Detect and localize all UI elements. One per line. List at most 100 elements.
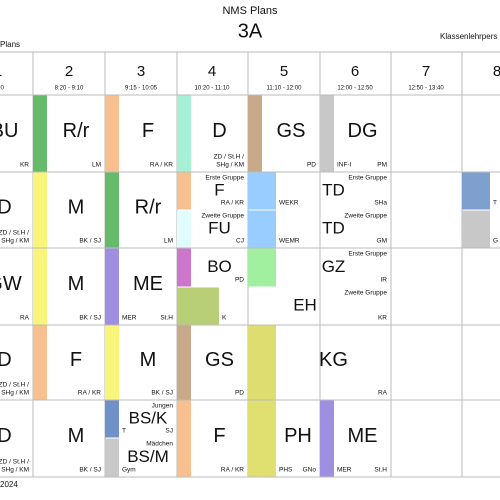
subject: BU xyxy=(0,120,18,142)
subject: DG xyxy=(348,120,378,142)
room: Gym xyxy=(122,467,136,474)
subject: EH xyxy=(293,295,317,314)
subject-color xyxy=(248,95,262,172)
subject: TD xyxy=(322,180,345,199)
teacher: RA / KR xyxy=(78,390,101,397)
subject: GZ xyxy=(322,257,346,276)
period-time: 11:10 - 12:00 xyxy=(267,86,303,92)
teacher: SJ xyxy=(165,428,173,435)
room: INF-I xyxy=(337,162,352,169)
subject-color xyxy=(320,400,334,477)
teacher: KR xyxy=(378,315,387,322)
teacher: PD xyxy=(235,277,244,284)
subject: F xyxy=(70,349,82,371)
class-name: 3A xyxy=(238,20,263,42)
subject-color xyxy=(248,172,276,210)
subject-color xyxy=(33,325,47,400)
teacher: CJ xyxy=(236,238,244,245)
subject-color xyxy=(248,325,276,400)
subject: D xyxy=(0,425,12,447)
teacher: RA / KR xyxy=(150,162,173,169)
teacher: St.H xyxy=(374,467,387,474)
teacher: GM xyxy=(377,238,387,245)
period-number: 1 xyxy=(0,63,2,80)
subject: BO xyxy=(207,257,232,276)
subject: F xyxy=(213,425,225,447)
room: MER xyxy=(337,467,352,474)
teacher-label: Klassenlehrpers xyxy=(440,32,497,41)
teacher: ZD / St.H / xyxy=(214,154,245,161)
group: Zweite Gruppe xyxy=(344,290,387,297)
subject-color xyxy=(33,172,47,248)
teacher: RA xyxy=(20,315,30,322)
subject: F xyxy=(214,180,224,199)
room: PHS xyxy=(279,467,293,474)
period-time: 8:20 - 9:10 xyxy=(55,86,84,92)
subject: GS xyxy=(205,349,234,371)
teacher: SHg / KM xyxy=(1,390,29,397)
period-number: 3 xyxy=(137,63,145,80)
group: Erste Gruppe xyxy=(205,175,244,182)
subject: GS xyxy=(277,120,306,142)
teacher: RA / KR xyxy=(221,467,244,474)
teacher: SHg / KM xyxy=(1,238,29,245)
subject-color xyxy=(33,248,47,325)
subject-color xyxy=(105,248,119,325)
subject-color xyxy=(177,248,191,287)
subject: D xyxy=(0,196,12,218)
teacher: SHg / KM xyxy=(216,162,244,169)
subject-color xyxy=(177,95,191,172)
subject-color xyxy=(105,438,119,477)
subject: F xyxy=(142,120,154,142)
subject-color xyxy=(177,287,219,325)
period-number: 6 xyxy=(351,63,359,80)
subject: TD xyxy=(322,218,345,237)
room: K xyxy=(222,315,227,322)
teacher: IR xyxy=(381,277,388,284)
subject: BS/K xyxy=(129,408,168,427)
room: G xyxy=(493,238,498,245)
group: Jungen xyxy=(152,403,174,410)
subject-color xyxy=(33,95,47,172)
title: NMS Plans xyxy=(222,5,278,17)
room: T xyxy=(122,428,126,435)
subject: R/r xyxy=(63,120,90,142)
subject: M xyxy=(68,273,85,295)
group: Zweite Gruppe xyxy=(201,213,244,220)
teacher: BK / SJ xyxy=(79,467,101,474)
subject-color xyxy=(177,325,191,400)
period-number: 5 xyxy=(280,63,288,80)
teacher: BK / SJ xyxy=(79,238,101,245)
source: Plans xyxy=(0,40,20,49)
group: Erste Gruppe xyxy=(348,251,387,258)
teacher: ZD / St.H / xyxy=(0,230,29,237)
subject-color xyxy=(105,172,119,248)
subject-color xyxy=(177,210,191,248)
teacher: ZD / St.H / xyxy=(0,459,29,466)
teacher: BK / SJ xyxy=(79,315,101,322)
subject: R/r xyxy=(135,196,162,218)
teacher: LM xyxy=(92,162,101,169)
teacher: St.H xyxy=(160,315,173,322)
subject-color xyxy=(248,400,276,477)
group: Erste Gruppe xyxy=(348,175,387,182)
subject-color xyxy=(320,95,334,172)
subject: D xyxy=(0,349,12,371)
period-number: 8 xyxy=(493,63,500,80)
room: WEKR xyxy=(279,200,299,207)
subject-color xyxy=(105,95,119,172)
subject: M xyxy=(68,196,85,218)
subject: PH xyxy=(284,425,312,447)
footer: 2024 xyxy=(0,480,18,489)
group: Zweite Gruppe xyxy=(344,213,387,220)
teacher: LM xyxy=(164,238,173,245)
teacher: GNo xyxy=(303,467,317,474)
period-number: 7 xyxy=(422,63,430,80)
teacher: PM xyxy=(377,162,387,169)
subject-color xyxy=(462,172,490,210)
teacher: KR xyxy=(20,162,29,169)
room: T xyxy=(493,200,497,207)
subject: BS/M xyxy=(127,447,169,466)
period-number: 2 xyxy=(65,63,73,80)
